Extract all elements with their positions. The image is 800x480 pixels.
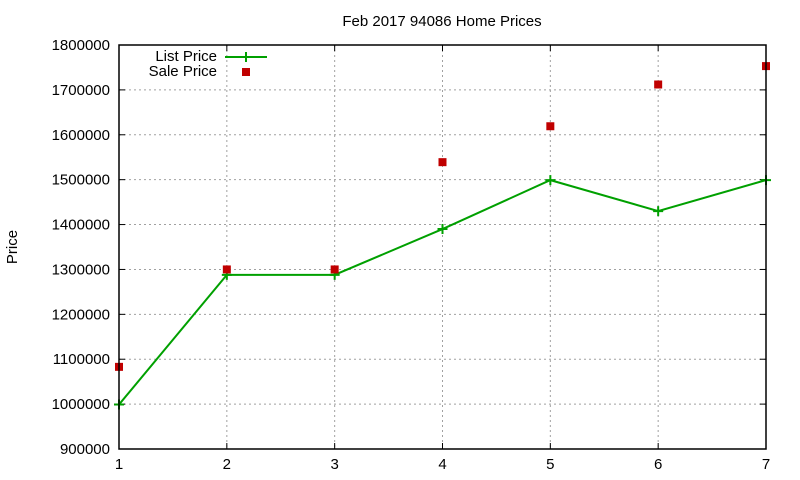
y-tick-label: 1500000 (52, 172, 110, 189)
x-tick-label: 3 (330, 456, 338, 473)
plus-marker-icon (545, 175, 556, 186)
x-tick-label: 5 (546, 456, 554, 473)
sale-price-marker (654, 80, 663, 89)
x-tick-label: 7 (762, 456, 770, 473)
chart-title: Feb 2017 94086 Home Prices (342, 13, 541, 30)
sale-price-marker (330, 265, 339, 274)
y-tick-label: 1600000 (52, 127, 110, 144)
x-tick-label: 2 (223, 456, 231, 473)
x-tick-label: 4 (438, 456, 446, 473)
plus-marker-icon (437, 224, 448, 235)
y-tick-label: 1800000 (52, 37, 110, 54)
y-tick-label: 900000 (60, 441, 110, 458)
grid-lines (119, 45, 766, 449)
y-tick-label: 1100000 (53, 351, 110, 368)
legend: List Price Sale Price (149, 48, 267, 80)
sale-price-marker (438, 158, 447, 167)
x-tick-label: 1 (115, 456, 123, 473)
y-tick-label: 1300000 (52, 261, 110, 278)
y-axis-label: Price (4, 230, 21, 264)
y-tick-label: 1400000 (52, 217, 110, 234)
sale-price-marker (546, 122, 555, 131)
legend-square-icon (242, 68, 250, 76)
x-axis-ticks: 1 2 3 4 5 6 7 (115, 45, 770, 473)
y-tick-label: 1000000 (52, 396, 110, 413)
x-tick-label: 6 (654, 456, 662, 473)
y-tick-label: 1200000 (52, 306, 110, 323)
y-tick-label: 1700000 (52, 82, 110, 99)
sale-price-marker (222, 265, 231, 274)
plot-area-border (118, 44, 767, 450)
legend-label-list-price: List Price (155, 48, 217, 65)
legend-label-sale-price: Sale Price (149, 63, 217, 80)
y-axis-ticks: 900000 1000000 1100000 1200000 1300000 140000… (52, 37, 766, 458)
plus-marker-icon (653, 206, 664, 217)
